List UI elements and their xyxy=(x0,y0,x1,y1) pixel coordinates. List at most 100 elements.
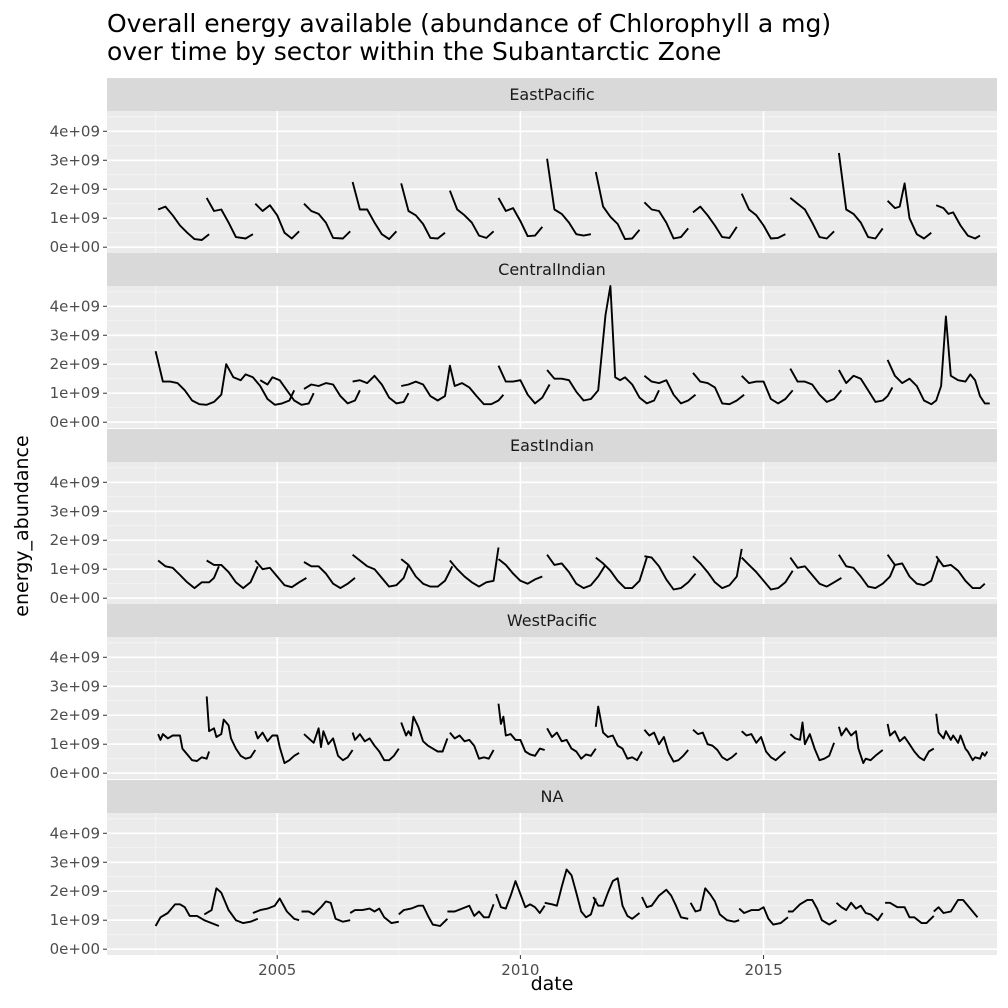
series-line-EastIndian-12 xyxy=(741,556,794,591)
series-line-NA-9 xyxy=(592,877,641,920)
panel-background xyxy=(107,462,997,604)
series-line-CentralIndian-7 xyxy=(643,375,697,405)
facet-EastPacific: EastPacific 0e+00 1e+09 2e+09 3e+09 4e+09 xyxy=(50,78,997,256)
series-line-EastPacific-11 xyxy=(692,205,738,239)
series-line-EastIndian-2 xyxy=(254,559,307,589)
series-line-EastIndian-11 xyxy=(692,548,743,590)
series-line-EastPacific-1 xyxy=(205,197,254,240)
x-tick-label: 2015 xyxy=(744,961,782,979)
series-line-CentralIndian-12 xyxy=(886,315,990,406)
series-line-WestPacific-5 xyxy=(400,715,449,753)
y-tick-label: 3e+09 xyxy=(50,853,100,871)
panel-background xyxy=(107,637,997,779)
series-line-EastPacific-15 xyxy=(886,182,932,240)
y-tick-label: 2e+09 xyxy=(50,706,100,724)
facet-strip-label: WestPacific xyxy=(507,611,597,630)
y-tick-label: 1e+09 xyxy=(50,735,100,753)
y-tick-label: 3e+09 xyxy=(50,326,100,344)
y-tick-label: 3e+09 xyxy=(50,502,100,520)
y-tick-label: 0e+00 xyxy=(50,413,100,431)
series-line-EastIndian-9 xyxy=(595,556,648,590)
facet-NA: NA 0e+00 1e+09 2e+09 3e+09 4e+09 xyxy=(50,780,997,958)
series-line-NA-14 xyxy=(835,901,884,922)
series-line-WestPacific-6 xyxy=(449,731,495,760)
y-tick-label: 4e+09 xyxy=(50,297,100,315)
facet-strip xyxy=(107,78,997,111)
series-line-NA-16 xyxy=(933,898,979,918)
facet-strip xyxy=(107,429,997,462)
series-line-NA-10 xyxy=(641,888,689,920)
y-tick-label: 4e+09 xyxy=(50,824,100,842)
x-tick-label: 2010 xyxy=(501,961,539,979)
series-line-CentralIndian-2 xyxy=(303,382,361,405)
y-tick-label: 4e+09 xyxy=(50,122,100,140)
facet-strip-label: EastIndian xyxy=(510,436,594,455)
series-line-CentralIndian-11 xyxy=(838,369,894,403)
panel-background xyxy=(107,813,997,955)
series-line-WestPacific-4 xyxy=(351,732,400,762)
series-line-EastPacific-2 xyxy=(254,203,300,240)
series-line-EastIndian-6 xyxy=(449,547,500,588)
series-line-WestPacific-8 xyxy=(546,727,597,760)
series-line-NA-5 xyxy=(398,904,449,927)
series-line-CentralIndian-9 xyxy=(741,375,794,405)
facet-strip-label: EastPacific xyxy=(509,85,594,104)
facet-panels: EastPacific0e+001e+092e+093e+094e+09Cent… xyxy=(50,78,997,958)
series-line-EastPacific-8 xyxy=(546,158,592,237)
series-line-EastIndian-5 xyxy=(400,558,454,588)
series-line-EastPacific-9 xyxy=(594,171,641,241)
series-line-NA-2 xyxy=(252,897,300,922)
series-line-NA-0 xyxy=(154,903,220,927)
series-line-EastPacific-13 xyxy=(789,197,835,240)
series-line-EastPacific-12 xyxy=(740,193,786,240)
chart-title-line-1: Overall energy available (abundance of C… xyxy=(107,9,831,38)
series-line-NA-11 xyxy=(689,887,740,923)
facet-strip xyxy=(107,604,997,637)
series-line-EastPacific-0 xyxy=(157,205,210,241)
y-tick-label: 0e+00 xyxy=(50,589,100,607)
y-axis-title: energy_abundance xyxy=(11,435,33,616)
series-line-WestPacific-11 xyxy=(692,728,738,762)
series-line-WestPacific-2 xyxy=(254,730,300,765)
series-line-WestPacific-10 xyxy=(643,729,689,763)
x-tick-label: 2005 xyxy=(258,961,296,979)
series-line-EastPacific-16 xyxy=(935,204,981,240)
series-line-CentralIndian-0 xyxy=(154,350,296,406)
series-line-WestPacific-3 xyxy=(303,727,354,762)
series-line-WestPacific-12 xyxy=(741,730,787,762)
series-line-WestPacific-7 xyxy=(497,703,545,757)
series-line-EastIndian-14 xyxy=(838,554,896,590)
facet-CentralIndian: CentralIndian 0e+00 1e+09 2e+09 3e+09 4e+09 xyxy=(50,253,997,431)
panel-background xyxy=(107,286,997,428)
y-tick-label: 2e+09 xyxy=(50,180,100,198)
series-line-EastPacific-5 xyxy=(400,183,446,240)
y-tick-label: 2e+09 xyxy=(50,531,100,549)
series-line-WestPacific-13 xyxy=(789,721,835,762)
series-line-NA-6 xyxy=(447,903,495,919)
facet-strip-label: CentralIndian xyxy=(498,260,606,279)
series-line-NA-3 xyxy=(301,900,351,923)
y-tick-label: 2e+09 xyxy=(50,882,100,900)
series-line-CentralIndian-3 xyxy=(352,374,410,405)
series-line-CentralIndian-10 xyxy=(789,368,843,403)
series-line-CentralIndian-6 xyxy=(546,285,660,405)
series-line-NA-1 xyxy=(203,887,259,925)
series-line-WestPacific-15 xyxy=(886,723,935,762)
series-line-CentralIndian-4 xyxy=(401,364,505,406)
facet-strip xyxy=(107,253,997,286)
x-axis-title: date xyxy=(531,973,574,995)
y-tick-label: 3e+09 xyxy=(50,677,100,695)
series-line-EastIndian-4 xyxy=(352,553,410,588)
series-line-EastPacific-10 xyxy=(643,201,689,240)
series-line-NA-12 xyxy=(738,906,789,926)
series-line-CentralIndian-1 xyxy=(259,376,315,406)
chart-title-line-2: over time by sector within the Subantarc… xyxy=(107,37,721,66)
facet-strip xyxy=(107,780,997,813)
series-line-EastPacific-14 xyxy=(837,152,884,240)
series-line-WestPacific-0 xyxy=(157,733,211,762)
y-tick-label: 0e+00 xyxy=(50,764,100,782)
series-line-EastPacific-3 xyxy=(303,203,351,240)
series-line-EastIndian-7 xyxy=(497,558,543,585)
series-line-NA-7 xyxy=(495,880,546,914)
